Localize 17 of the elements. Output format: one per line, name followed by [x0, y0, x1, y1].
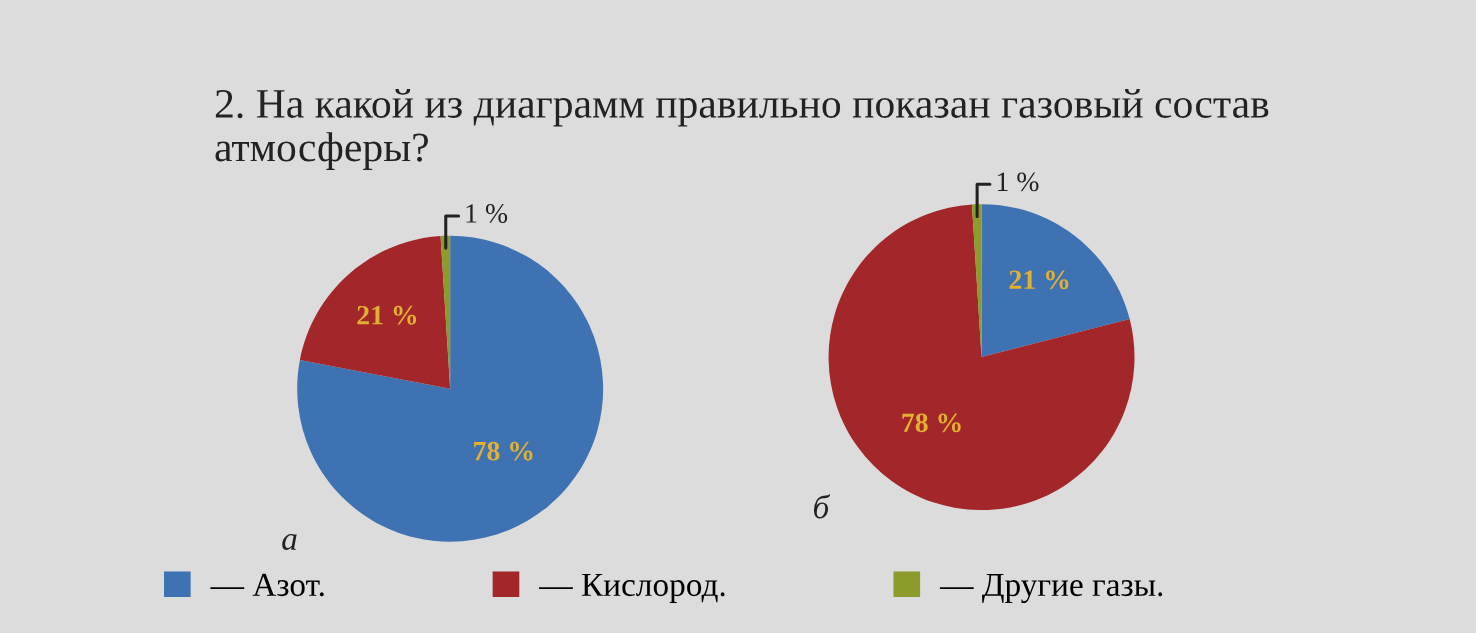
chart-title: 2. На какой из диаграмм правильно показан газовый состав атмосферы? [215, 89, 1269, 170]
legend-label: — Кислород. [539, 573, 725, 603]
pie-slice [299, 236, 451, 389]
data-label: 78 % [902, 413, 961, 433]
pie-slice [828, 204, 1135, 511]
legend-label: — Другие газы. [939, 573, 1163, 603]
data-label: 21 % [1009, 270, 1069, 290]
data-label: 1 % [997, 172, 1039, 192]
text: а [282, 534, 297, 551]
text: б [814, 494, 831, 519]
pie-slice [971, 204, 982, 358]
legend-label: — Азот. [210, 573, 324, 597]
data-label: 21 % [357, 305, 417, 325]
pie-slice [297, 235, 604, 542]
data-label: 78 % [474, 441, 533, 461]
data-label: 1 % [466, 204, 508, 223]
pie-slice [981, 204, 1130, 358]
